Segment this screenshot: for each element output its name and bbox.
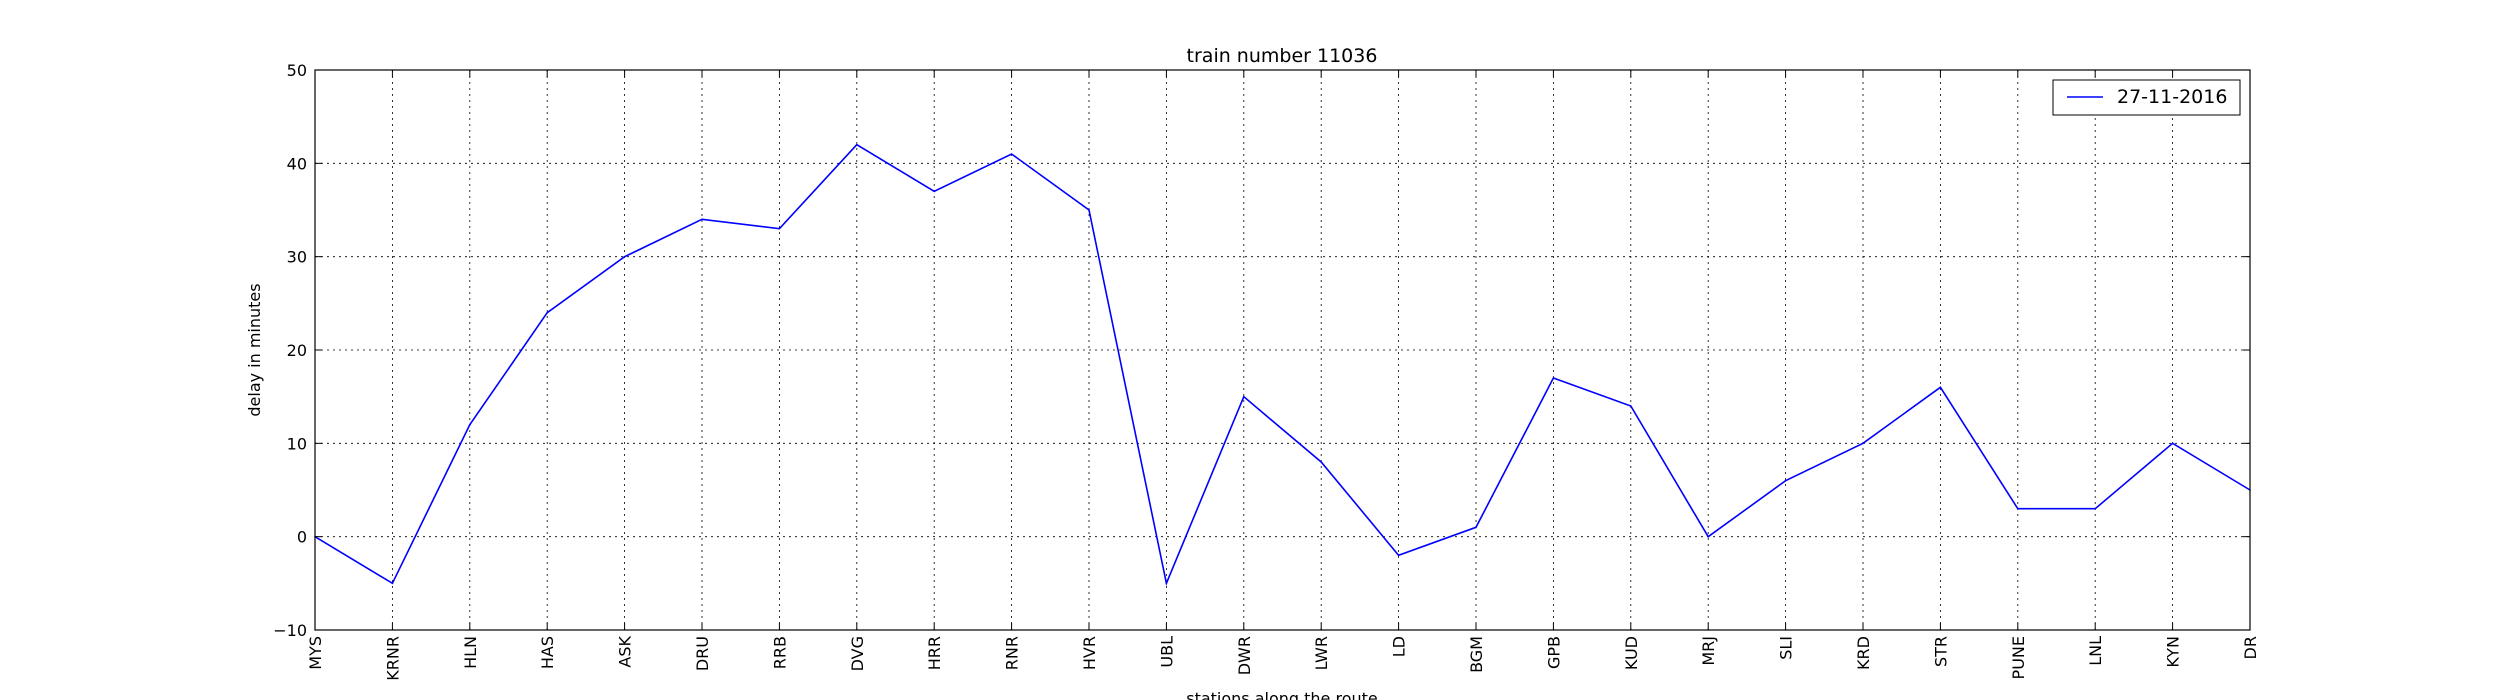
legend-entry-label: 27-11-2016	[2117, 86, 2227, 108]
x-tick-label: DR	[2241, 636, 2260, 659]
series-layer	[314, 143, 2251, 587]
data-point	[1475, 526, 1477, 529]
x-tick-label: RRB	[770, 636, 789, 669]
x-tick-label: HVR	[1080, 636, 1099, 670]
x-tick-label: PUNE	[2009, 636, 2028, 679]
data-point	[1552, 377, 1555, 379]
x-tick-label: HLN	[461, 636, 480, 669]
x-tick-label: LNL	[2086, 636, 2105, 666]
x-tick-label: LWR	[1312, 636, 1331, 670]
x-tick-label: DVG	[848, 636, 867, 671]
data-point	[1088, 209, 1090, 211]
data-point	[469, 423, 471, 426]
x-tick-label: BGM	[1467, 636, 1486, 673]
data-point	[546, 311, 548, 314]
x-tick-label: GPB	[1544, 636, 1563, 669]
x-tick-label: KRD	[1854, 636, 1873, 670]
data-point	[1784, 479, 1787, 482]
data-point	[778, 227, 781, 230]
y-tick-label: 20	[287, 341, 307, 360]
y-tick-label: 30	[287, 248, 307, 267]
data-point	[1862, 442, 1864, 445]
data-point	[1243, 395, 1245, 398]
data-point	[1010, 153, 1013, 155]
data-point	[1939, 386, 1942, 389]
x-tick-label: KRNR	[383, 636, 402, 681]
x-tick-label: RNR	[1003, 636, 1022, 670]
y-axis-label: delay in minutes	[245, 283, 264, 416]
x-tick-label: MYS	[306, 636, 325, 670]
data-point	[1165, 582, 1168, 585]
x-tick-label: KUD	[1622, 636, 1641, 670]
x-tick-label: SLI	[1777, 636, 1796, 660]
legend: 27-11-2016	[2052, 79, 2241, 116]
chart-title: train number 11036	[1187, 45, 1378, 67]
data-point	[701, 218, 703, 221]
data-point	[1397, 554, 1400, 557]
grid-lines	[315, 70, 2250, 630]
x-tick-label: HRR	[925, 636, 944, 670]
data-point	[2094, 507, 2096, 510]
data-point	[933, 190, 935, 193]
y-tick-label: 40	[287, 154, 307, 173]
data-point	[623, 255, 626, 258]
y-tick-label: −10	[273, 621, 307, 640]
y-tick-label: 50	[287, 61, 307, 80]
data-point	[2017, 507, 2019, 510]
data-point	[391, 582, 394, 585]
data-point	[856, 143, 858, 146]
x-tick-label: DRU	[693, 636, 712, 671]
x-tick-label: STR	[1931, 636, 1950, 667]
axis-ticks: MYS KRNR HLN HAS ASK DRU RRB DVG HRR RNR HVR UBL DWR…	[273, 61, 2260, 681]
data-point	[2171, 442, 2174, 445]
y-tick-label: 0	[297, 528, 307, 547]
x-tick-label: UBL	[1157, 636, 1176, 668]
data-point	[1320, 461, 1322, 463]
x-tick-label: KYN	[2164, 636, 2183, 668]
data-point	[1630, 405, 1632, 407]
y-tick-label: 10	[287, 434, 307, 453]
x-tick-label: HAS	[538, 636, 557, 669]
x-tick-label: ASK	[616, 635, 635, 667]
x-tick-label: MRJ	[1699, 636, 1718, 666]
x-axis-label: stations along the route	[1186, 689, 1378, 700]
x-tick-label: LD	[1390, 636, 1409, 657]
data-point	[1707, 535, 1709, 538]
x-tick-label: DWR	[1235, 636, 1254, 675]
series-line	[314, 143, 2251, 587]
